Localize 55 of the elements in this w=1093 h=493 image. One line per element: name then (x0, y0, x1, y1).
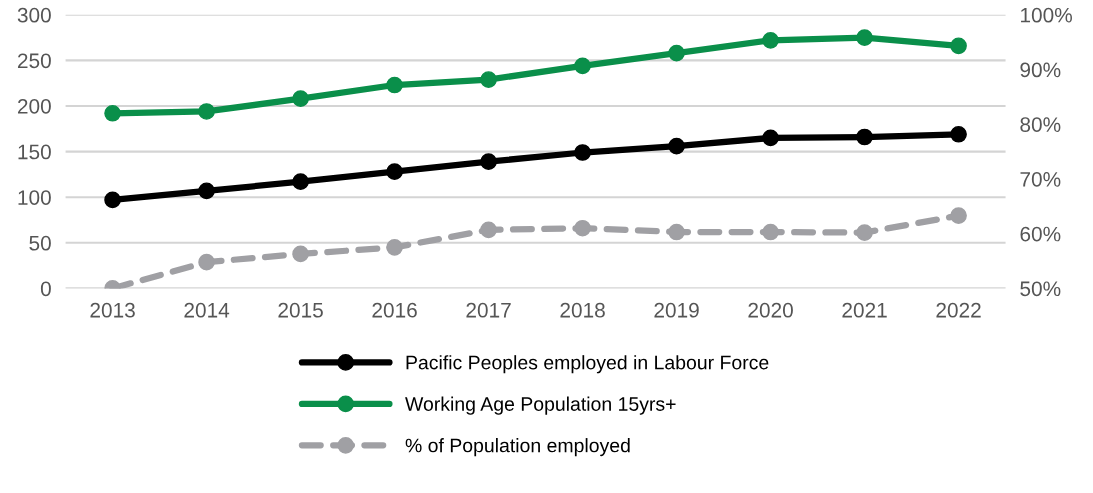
point (198, 253, 215, 271)
point (762, 129, 779, 147)
point (762, 223, 779, 241)
y-tick-label: 250 (17, 53, 51, 69)
y-tick-label: 100 (18, 190, 51, 205)
point (762, 31, 779, 49)
y-tick-label: 200 (17, 99, 51, 114)
point (574, 57, 591, 75)
y-tick-label: 300 (17, 7, 51, 23)
y2-tick-label: 90% (1020, 62, 1061, 78)
point (480, 71, 497, 88)
point (950, 207, 967, 224)
x-tick-label: 2017 (466, 302, 511, 318)
point (292, 245, 309, 263)
point (950, 125, 967, 143)
y2-tick-label: 50% (1020, 281, 1061, 297)
point (386, 76, 403, 94)
x-tick-label: 2021 (842, 302, 887, 318)
point (856, 224, 873, 241)
point (668, 137, 685, 155)
x-tick-label: 2013 (90, 302, 135, 318)
point (104, 104, 121, 122)
point (292, 90, 309, 108)
point (480, 221, 497, 239)
y2-tick-label: 60% (1020, 226, 1061, 242)
point (856, 29, 873, 46)
x-tick-label: 2014 (184, 302, 230, 318)
point (104, 191, 121, 209)
y-tick-label: 150 (18, 144, 51, 160)
point (856, 128, 873, 146)
legend-label: % of Population employed (405, 438, 630, 457)
y-tick-label: 50 (29, 235, 51, 251)
point (668, 44, 685, 62)
x-tick-label: 2016 (372, 302, 417, 318)
point (950, 37, 967, 55)
y2-tick-label: 80% (1020, 117, 1061, 132)
x-tick-label: 2018 (560, 302, 605, 318)
legend-label: Working Age Population 15yrs+ (405, 396, 676, 415)
point (574, 144, 591, 161)
legend-label: Pacific Peoples employed in Labour Force (406, 355, 769, 374)
point (574, 219, 591, 237)
point (292, 173, 309, 191)
y-tick-label: 0 (40, 281, 51, 297)
point (480, 153, 497, 170)
point (386, 239, 403, 256)
x-tick-label: 2015 (278, 302, 323, 318)
y2-tick-label: 100% (1021, 7, 1072, 23)
y2-tick-label: 70% (1020, 171, 1061, 187)
x-tick-label: 2022 (936, 302, 981, 318)
point (198, 182, 215, 200)
x-tick-label: 2020 (748, 302, 793, 318)
point (386, 163, 403, 180)
point (198, 103, 215, 120)
point (668, 223, 685, 241)
x-tick-label: 2019 (654, 302, 699, 318)
